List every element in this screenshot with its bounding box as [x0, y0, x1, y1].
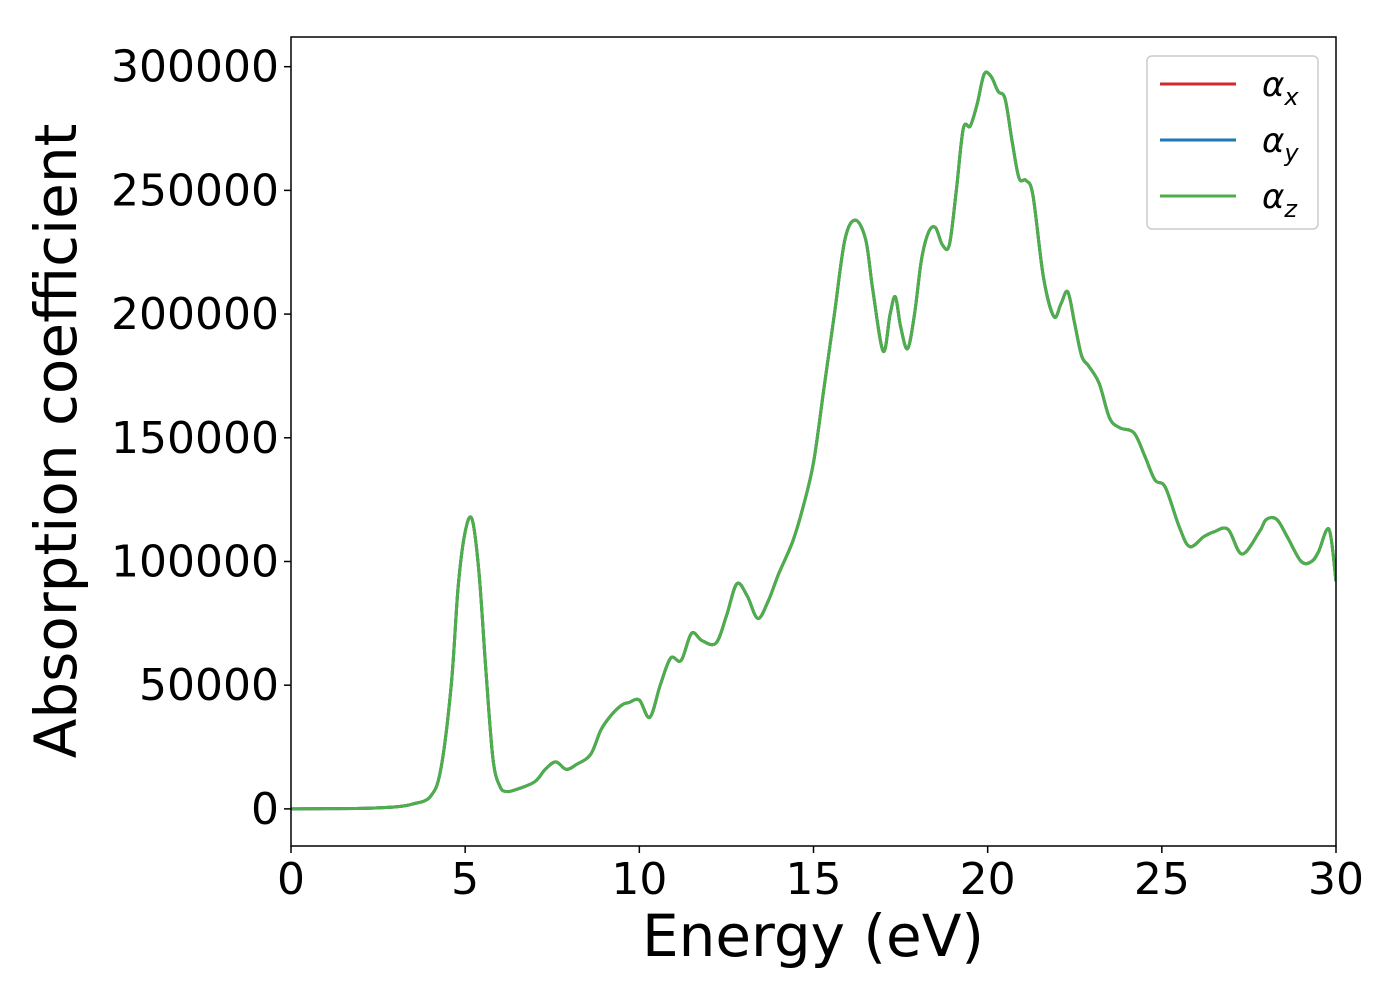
x-tick-label: 0 — [277, 854, 305, 905]
legend: αx αy αz — [1146, 55, 1319, 230]
y-tick-label: 250000 — [111, 165, 279, 216]
y-tick-label: 300000 — [111, 42, 279, 93]
series-line-z — [291, 70, 1336, 811]
y-tick-label: 100000 — [111, 536, 279, 587]
x-tick-label: 30 — [1308, 854, 1364, 905]
legend-label-z: αz — [1262, 177, 1298, 223]
x-axis: 0 5 10 15 20 25 30 — [277, 846, 1364, 905]
series-group — [291, 70, 1336, 811]
legend-label-x: αx — [1262, 65, 1299, 111]
x-tick-label: 5 — [451, 854, 479, 905]
x-tick-label: 25 — [1134, 854, 1190, 905]
y-tick-label: 0 — [251, 784, 279, 835]
legend-box — [1146, 55, 1319, 230]
y-tick-label: 50000 — [139, 660, 279, 711]
y-tick-label: 150000 — [111, 413, 279, 464]
y-axis-label: Absorption coefficient — [22, 124, 90, 759]
legend-label-y: αy — [1262, 121, 1299, 167]
y-axis: 0 50000 100000 150000 200000 250000 300000 — [111, 42, 291, 835]
x-tick-label: 20 — [960, 854, 1016, 905]
x-axis-label: Energy (eV) — [642, 902, 984, 970]
x-tick-label: 10 — [611, 854, 667, 905]
x-tick-label: 15 — [786, 854, 842, 905]
y-tick-label: 200000 — [111, 289, 279, 340]
